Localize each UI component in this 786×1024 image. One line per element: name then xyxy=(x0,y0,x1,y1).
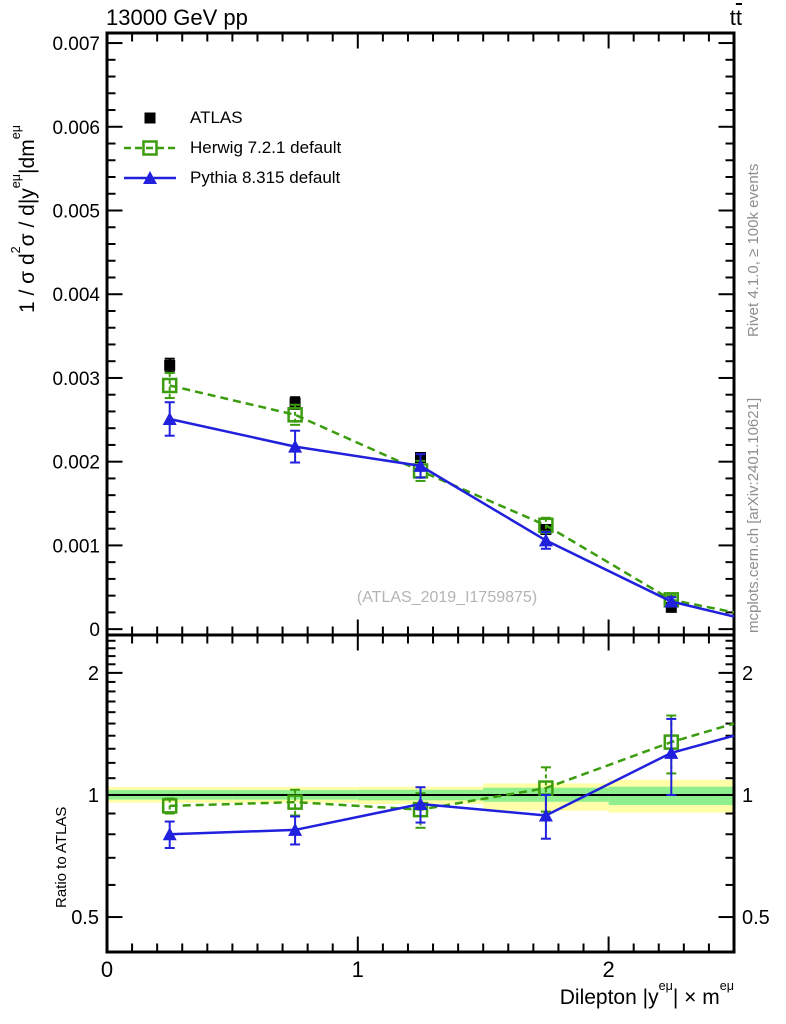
herwig-line xyxy=(169,384,735,614)
x-tick-label: 1 xyxy=(352,957,364,982)
main-y-tick-label: 0 xyxy=(89,620,100,641)
pythia-line xyxy=(169,417,735,618)
y-axis-title-main: 1 / σ d2σ / d|yeμ|dmeμ xyxy=(9,125,39,313)
main-y-tick-label: 0.003 xyxy=(52,369,100,390)
mcplots-credit: mcplots.cern.ch [arXiv:2401.10621] xyxy=(745,397,762,633)
data-marker xyxy=(161,377,178,394)
data-marker xyxy=(413,797,428,811)
data-marker xyxy=(538,808,553,822)
legend-item-herwig: Herwig 7.2.1 default xyxy=(122,133,341,163)
data-marker xyxy=(538,533,553,547)
data-marker xyxy=(288,439,303,453)
data-marker xyxy=(162,411,177,425)
rivet-credit: Rivet 4.1.0, ≥ 100k events xyxy=(745,163,762,337)
data-marker xyxy=(289,397,301,409)
herwig-marker-icon xyxy=(124,140,176,156)
legend: ATLAS Herwig 7.2.1 default Pythia 8.315 … xyxy=(122,103,341,193)
ratio-y-tick-label-left: 0.5 xyxy=(71,907,99,929)
pythia-series-ratio xyxy=(162,717,735,849)
ratio-panel-frame xyxy=(105,633,736,954)
tick-labels: 0 0.001 0.002 0.003 0.004 0.005 0.006 0.007 0.5 0… xyxy=(52,34,769,982)
pythia-series-main xyxy=(162,401,735,618)
data-marker xyxy=(288,822,303,836)
main-y-tick-label: 0.006 xyxy=(52,118,100,139)
data-marker xyxy=(413,458,428,472)
data-marker xyxy=(664,745,679,759)
x-axis-title: Dilepton |yeμ| × meμ xyxy=(559,979,734,1009)
ratio-y-tick-label-right: 2 xyxy=(742,663,753,685)
herwig-series-main xyxy=(161,371,735,614)
main-y-tick-label: 0.004 xyxy=(52,285,100,306)
main-y-tick-label: 0.002 xyxy=(52,453,100,474)
herwig-line xyxy=(169,722,735,811)
pythia-marker-icon xyxy=(124,171,176,184)
process-label: tt xyxy=(730,5,742,31)
main-y-tick-label: 0.007 xyxy=(52,34,100,55)
pythia-line xyxy=(169,734,735,836)
ratio-y-tick-label-left: 2 xyxy=(88,663,99,685)
data-marker xyxy=(287,794,303,810)
ratio-y-tick-label-left: 1 xyxy=(88,785,99,807)
legend-label-herwig: Herwig 7.2.1 default xyxy=(190,138,342,157)
data-marker xyxy=(664,594,679,608)
data-marker xyxy=(540,524,552,536)
watermark: (ATLAS_2019_I1759875) xyxy=(356,589,538,606)
data-marker xyxy=(143,171,157,184)
ratio-y-tick-label-right: 1 xyxy=(742,785,753,807)
plot-title: 13000 GeV pp xyxy=(106,5,248,30)
y-axis-title-ratio: Ratio to ATLAS xyxy=(53,806,70,908)
data-marker xyxy=(287,407,303,423)
data-marker xyxy=(144,112,156,124)
legend-item-atlas: ATLAS xyxy=(122,103,341,133)
data-marker xyxy=(164,359,176,371)
legend-item-pythia: Pythia 8.315 default xyxy=(122,163,341,193)
x-tick-label: 0 xyxy=(101,957,113,982)
atlas-marker-icon xyxy=(144,112,156,124)
atlas-series-main xyxy=(164,357,677,613)
main-y-tick-label: 0.001 xyxy=(52,536,100,557)
legend-label-atlas: ATLAS xyxy=(190,108,243,127)
ratio-y-tick-label-right: 0.5 xyxy=(742,907,770,929)
data-marker xyxy=(142,140,158,156)
data-marker xyxy=(162,827,177,841)
legend-label-pythia: Pythia 8.315 default xyxy=(190,168,341,187)
axis-ticks xyxy=(106,34,735,951)
process-t: t xyxy=(729,5,736,30)
main-y-tick-label: 0.005 xyxy=(52,202,100,223)
x-tick-label: 2 xyxy=(602,957,614,982)
data-marker xyxy=(161,798,178,814)
process-tbar: t xyxy=(735,5,742,30)
